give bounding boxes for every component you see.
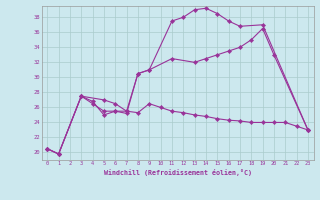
- X-axis label: Windchill (Refroidissement éolien,°C): Windchill (Refroidissement éolien,°C): [104, 169, 252, 176]
